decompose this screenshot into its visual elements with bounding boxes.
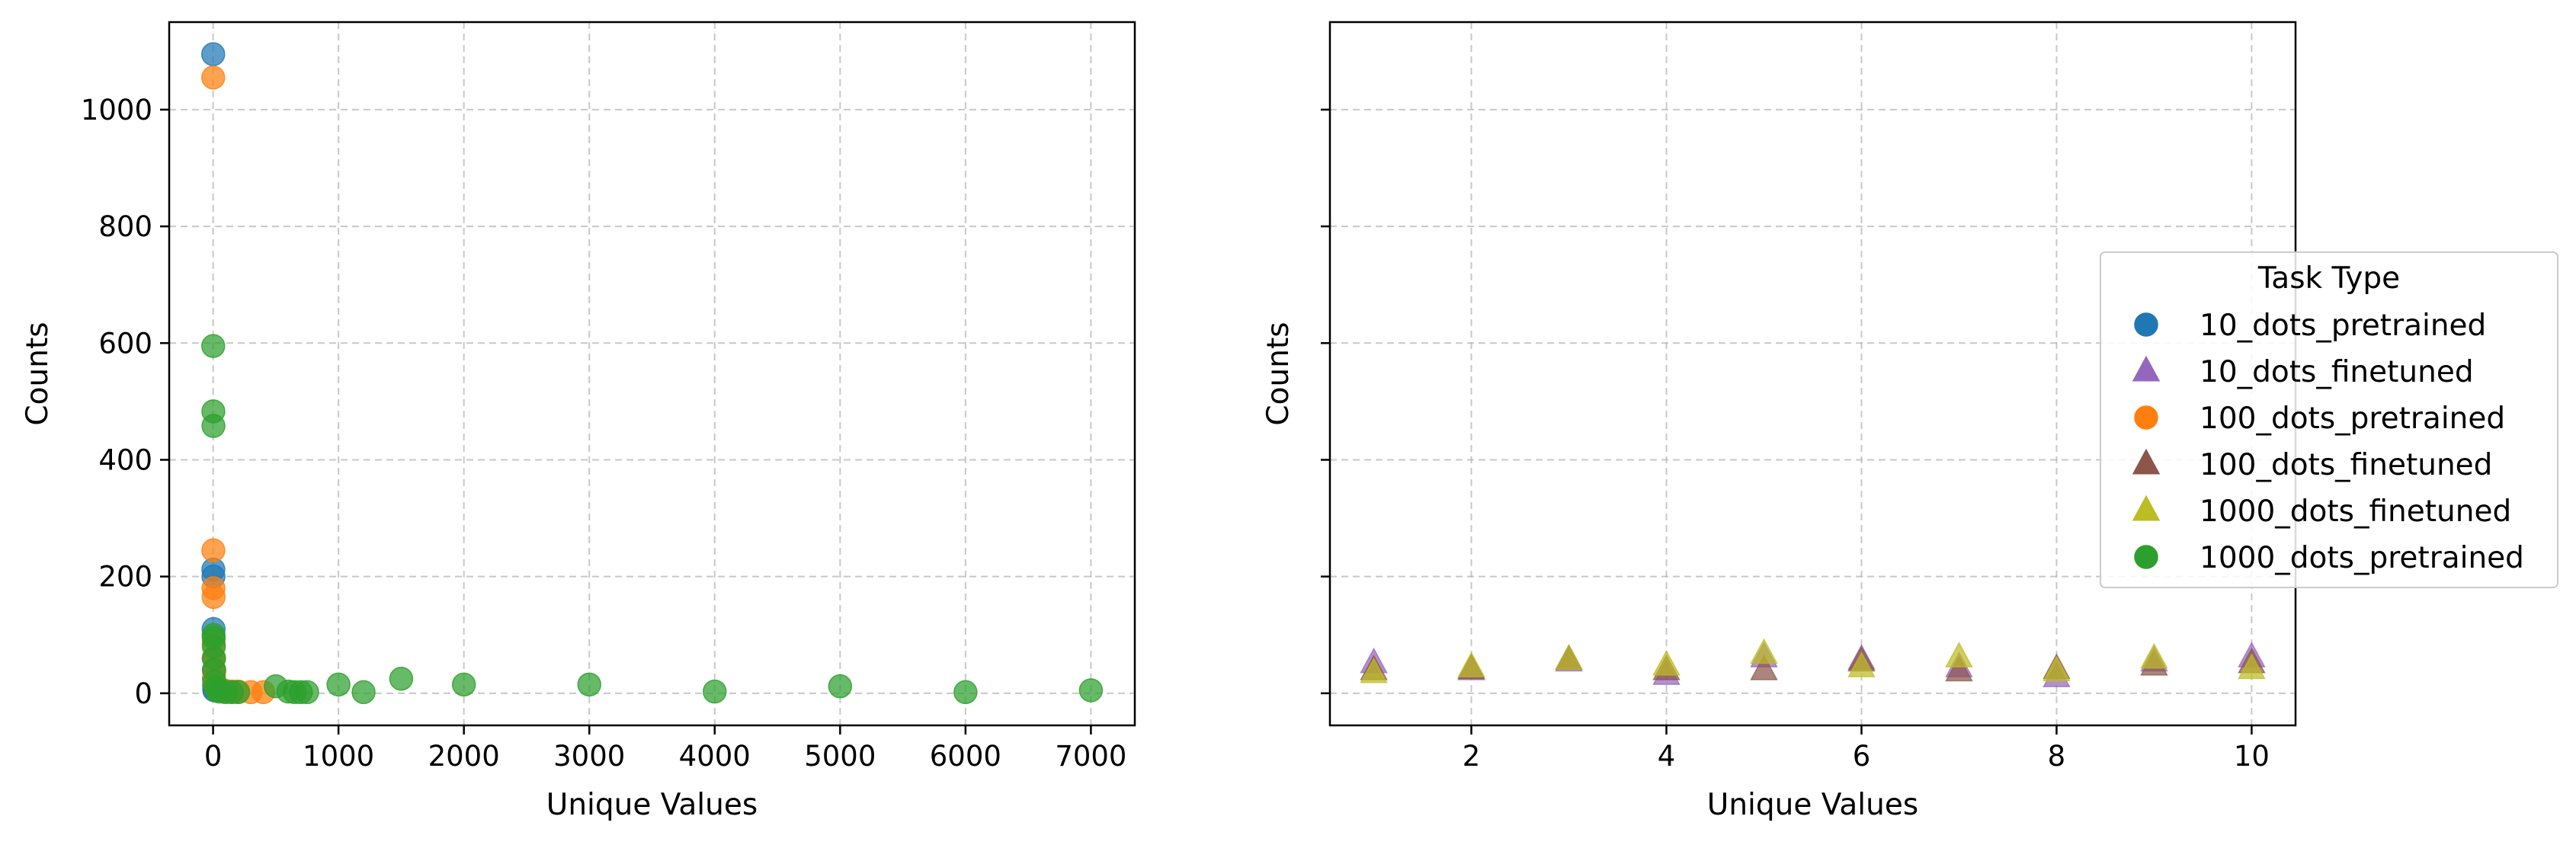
- data-point: [1945, 655, 1973, 682]
- legend-label: 100_dots_finetuned: [2200, 448, 2492, 482]
- data-point: [953, 680, 978, 705]
- data-point: [226, 680, 251, 705]
- y-tick-label: 800: [98, 210, 152, 243]
- data-point: [201, 66, 226, 90]
- series-10-dots-finetuned: [1360, 642, 2266, 687]
- data-point: [201, 334, 226, 358]
- y-tick-label: 1000: [81, 94, 152, 126]
- y-tick-label: 200: [98, 561, 152, 594]
- data-point: [201, 584, 226, 610]
- data-point: [828, 674, 853, 699]
- legend-label: 10_dots_finetuned: [2200, 355, 2474, 389]
- data-point: [1078, 678, 1104, 703]
- data-point: [295, 680, 319, 705]
- x-axis-label: Unique Values: [1707, 788, 1918, 822]
- y-tick-label: 0: [134, 677, 152, 710]
- x-tick-label: 1000: [303, 740, 374, 773]
- data-point: [201, 42, 226, 66]
- scatter-panel-left: 0 1000 2000 3000 4000 5000 6000 7000 0 200 400 600 8…: [21, 21, 1136, 822]
- x-tick-label: 4: [1658, 740, 1676, 773]
- legend-entry-10-dots-finetuned: 10_dots_finetuned: [2132, 355, 2474, 389]
- data-point: [451, 672, 476, 697]
- x-tick-label: 10: [2234, 740, 2270, 773]
- legend: Task Type 10_dots_pretrained 10_dots_fine…: [2100, 251, 2558, 588]
- data-point: [1945, 642, 1973, 667]
- y-tick-label: 400: [98, 443, 152, 476]
- data-point: [1360, 657, 1388, 683]
- data-point: [389, 666, 414, 691]
- data-point: [1847, 651, 1876, 677]
- series-100-dots-finetuned: [1360, 644, 2266, 682]
- x-tick-label: 6: [1853, 740, 1871, 773]
- circle-marker-icon: [2134, 312, 2158, 337]
- legend-label: 1000_dots_pretrained: [2200, 541, 2524, 575]
- x-tick-label: 2: [1463, 740, 1481, 773]
- data-point: [201, 414, 226, 438]
- x-tick-label: 3000: [553, 740, 625, 773]
- y-tick-label: 600: [98, 327, 152, 360]
- data-point: [703, 679, 727, 704]
- data-point: [1750, 638, 1778, 664]
- plot-frame: [168, 21, 1136, 727]
- legend-box: [2100, 251, 2558, 588]
- legend-entry-10-dots-pretrained: 10_dots_pretrained: [2134, 309, 2486, 343]
- triangle-marker-icon: [2132, 355, 2161, 382]
- legend-title: Task Type: [2257, 261, 2400, 296]
- data-point: [577, 672, 601, 697]
- data-point: [201, 538, 226, 562]
- x-tick-label: 4000: [679, 740, 751, 773]
- circle-marker-icon: [2134, 545, 2158, 569]
- data-point: [326, 672, 351, 697]
- data-point: [1750, 654, 1778, 680]
- data-point: [2238, 653, 2266, 680]
- legend-entry-100-dots-finetuned: 100_dots_finetuned: [2132, 448, 2492, 482]
- data-point: [2140, 642, 2168, 669]
- series-1000-dots-pretrained: [201, 334, 1104, 705]
- y-axis-label: Counts: [21, 322, 55, 425]
- series-1000-dots-finetuned: [1360, 638, 2266, 683]
- x-tick-label: 7000: [1055, 740, 1126, 773]
- x-tick-label: 2000: [428, 740, 500, 773]
- legend-label: 1000_dots_finetuned: [2200, 495, 2511, 529]
- data-point: [1457, 651, 1485, 677]
- legend-entry-1000-dots-pretrained: 1000_dots_pretrained: [2134, 541, 2524, 575]
- data-point: [2043, 655, 2071, 682]
- data-point: [351, 680, 376, 705]
- data-point: [1652, 649, 1680, 676]
- data-point: [1555, 644, 1583, 670]
- legend-label: 100_dots_pretrained: [2200, 402, 2505, 436]
- x-tick-label: 5000: [804, 740, 876, 773]
- triangle-marker-icon: [2132, 495, 2161, 521]
- x-axis-label: Unique Values: [546, 788, 758, 822]
- circle-marker-icon: [2134, 405, 2158, 430]
- x-tick-label: 6000: [930, 740, 1001, 773]
- triangle-marker-icon: [2132, 448, 2161, 475]
- x-tick-label: 8: [2048, 740, 2066, 773]
- legend-label: 10_dots_pretrained: [2200, 309, 2486, 343]
- legend-entry-100-dots-pretrained: 100_dots_pretrained: [2134, 402, 2505, 436]
- x-tick-label: 0: [204, 740, 223, 773]
- y-axis-label: Counts: [1261, 322, 1296, 425]
- legend-entry-1000-dots-finetuned: 1000_dots_finetuned: [2132, 495, 2511, 529]
